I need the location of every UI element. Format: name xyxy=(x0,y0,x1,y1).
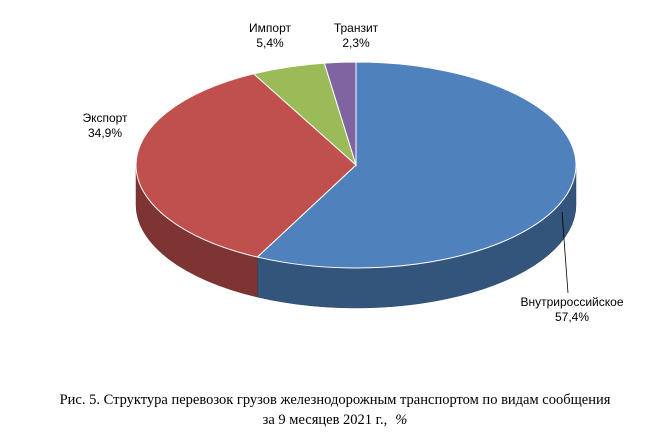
slice-label: Внутрироссийское xyxy=(521,295,624,309)
slice-label: Транзит xyxy=(334,21,379,35)
caption-line: за 9 месяцев 2021 г.,% xyxy=(263,412,408,428)
slice-label: Импорт xyxy=(249,21,291,35)
caption-unit: % xyxy=(395,412,407,428)
slice xyxy=(135,73,357,258)
value-label: 2,3% xyxy=(342,36,370,50)
value-label: 57,4% xyxy=(555,310,589,324)
leader-line xyxy=(561,211,569,294)
slice-label: Экспорт xyxy=(82,111,128,125)
slice xyxy=(256,61,577,269)
value-label: 34,9% xyxy=(88,126,122,140)
caption-text: за 9 месяцев 2021 г., xyxy=(263,412,388,428)
caption-line: Рис. 5. Структура перевозок грузов желез… xyxy=(60,392,611,408)
slice xyxy=(323,61,357,166)
value-label: 5,4% xyxy=(256,36,284,50)
